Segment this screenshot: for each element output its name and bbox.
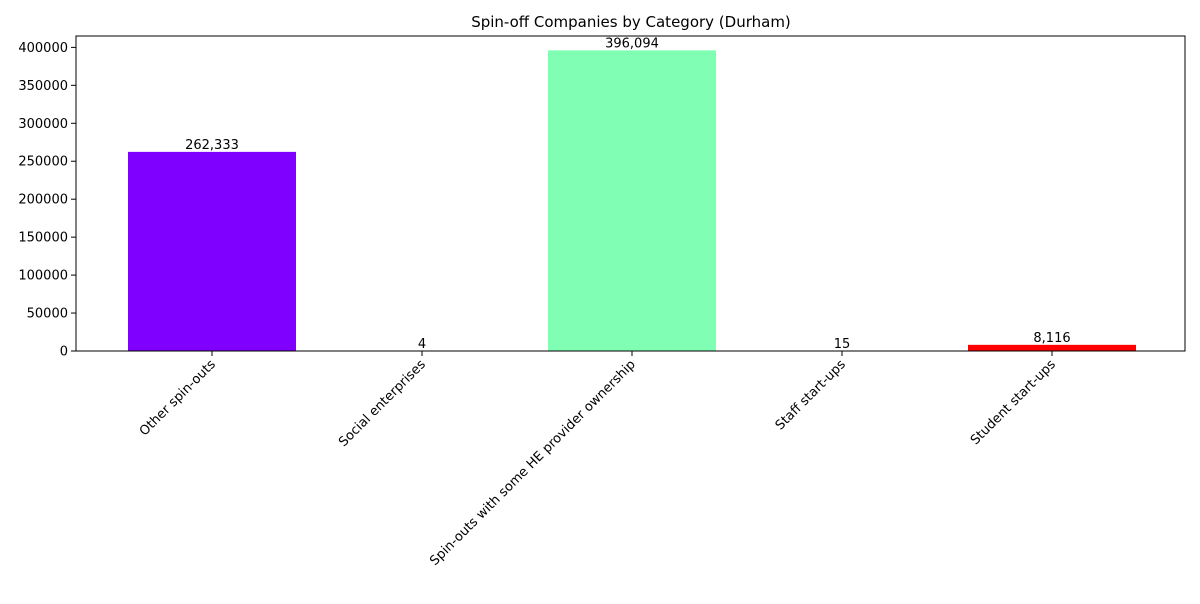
x-tick-label: Staff start-ups (773, 357, 849, 433)
bar-value-label: 8,116 (1033, 331, 1070, 346)
chart-title: Spin-off Companies by Category (Durham) (471, 13, 791, 31)
y-tick-label: 400000 (18, 41, 68, 56)
y-tick-label: 100000 (18, 269, 68, 284)
x-axis: Other spin-outs Social enterprisesSpin-ou… (137, 351, 1059, 569)
bars-layer (128, 50, 1136, 351)
bar-value-label: 15 (834, 337, 851, 352)
y-axis: 0 50000 100000 150000 200000 250000 300000 3500… (18, 41, 76, 360)
bar-3 (548, 50, 716, 351)
bar-1 (128, 152, 296, 351)
y-tick-label: 250000 (18, 155, 68, 170)
x-tick-label: Other spin-outs (137, 357, 219, 439)
y-tick-label: 0 (60, 345, 68, 360)
y-tick-label: 50000 (27, 307, 68, 322)
bar-value-label: 4 (418, 337, 426, 352)
x-tick-label: Student start-ups (968, 357, 1059, 448)
bar-value-label: 396,094 (605, 36, 659, 51)
y-tick-label: 350000 (18, 79, 68, 94)
y-tick-label: 150000 (18, 231, 68, 246)
x-tick-label: Social enterprises (336, 357, 429, 450)
y-tick-label: 200000 (18, 193, 68, 208)
bar-value-label: 262,333 (185, 138, 239, 153)
y-tick-label: 300000 (18, 117, 68, 132)
x-tick-label: Spin-outs with some HE provider ownershi… (427, 357, 639, 569)
